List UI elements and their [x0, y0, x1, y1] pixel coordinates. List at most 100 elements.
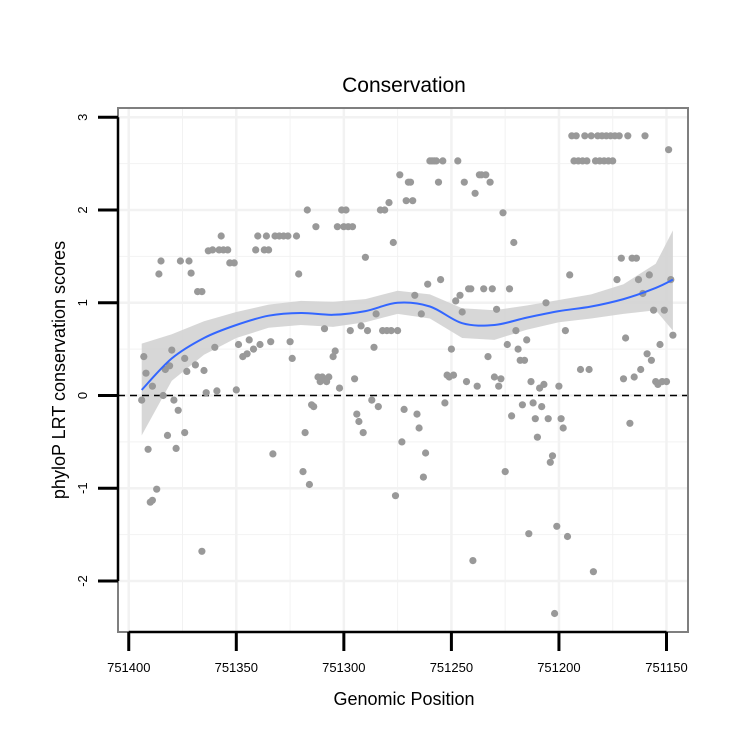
x-tick-label: 751250	[430, 660, 473, 675]
data-point	[462, 378, 471, 386]
data-point	[665, 146, 673, 154]
data-point	[159, 391, 167, 400]
data-point	[419, 473, 427, 481]
data-point	[508, 412, 516, 420]
data-point	[148, 496, 156, 504]
data-point	[303, 206, 311, 214]
data-point	[396, 171, 404, 179]
data-point	[157, 257, 165, 265]
data-point	[424, 280, 432, 288]
data-point	[546, 458, 554, 466]
data-point	[533, 433, 542, 441]
data-point	[587, 132, 595, 140]
data-point	[288, 354, 296, 362]
data-point	[138, 396, 146, 404]
data-point	[301, 429, 309, 437]
data-point	[224, 246, 232, 254]
data-point	[256, 340, 264, 349]
data-point	[617, 254, 625, 262]
data-point	[495, 382, 503, 390]
data-point	[305, 480, 313, 489]
data-point	[292, 232, 301, 240]
data-point	[484, 353, 492, 361]
data-point	[299, 468, 307, 476]
data-point	[619, 375, 628, 383]
data-point	[183, 367, 191, 375]
data-point	[456, 291, 464, 299]
data-point	[415, 424, 423, 432]
x-tick-label: 751300	[322, 660, 365, 675]
x-tick-label: 751150	[645, 660, 687, 675]
data-point	[669, 331, 677, 339]
data-point	[482, 171, 490, 179]
data-point	[630, 373, 638, 381]
data-point	[166, 362, 174, 370]
y-tick-label: -2	[75, 575, 90, 587]
data-point	[243, 350, 251, 358]
data-point	[662, 378, 671, 386]
data-point	[585, 365, 593, 374]
data-point	[583, 157, 591, 165]
data-point	[295, 270, 303, 278]
data-point	[447, 345, 455, 353]
data-point	[185, 257, 193, 265]
data-point	[254, 232, 262, 240]
data-point	[486, 178, 494, 186]
data-point	[387, 327, 395, 335]
data-point	[488, 285, 496, 293]
data-point	[467, 285, 475, 293]
data-point	[647, 356, 656, 364]
smooth-fit-line	[140, 278, 674, 391]
data-point	[512, 327, 520, 335]
data-point	[503, 340, 511, 349]
data-point	[555, 382, 563, 390]
data-point	[559, 424, 567, 432]
data-point	[168, 346, 176, 354]
data-point	[368, 396, 376, 404]
data-point	[163, 431, 172, 439]
data-point	[153, 485, 161, 493]
data-point	[449, 371, 458, 379]
chart-title: Conservation	[342, 74, 466, 97]
data-point	[542, 299, 550, 307]
data-point	[400, 405, 408, 413]
data-point	[357, 322, 365, 330]
y-tick-label: 0	[75, 392, 90, 399]
data-point	[441, 399, 449, 407]
data-point	[660, 306, 668, 314]
data-point	[267, 338, 275, 346]
data-point	[406, 178, 415, 186]
data-point	[518, 401, 527, 409]
data-point	[370, 343, 378, 351]
data-point	[331, 347, 339, 355]
data-point	[191, 361, 199, 369]
data-point	[439, 157, 447, 165]
data-point	[417, 310, 425, 318]
data-point	[155, 270, 163, 278]
data-point	[460, 178, 468, 186]
data-point	[469, 557, 477, 565]
data-point	[213, 387, 221, 395]
data-point	[187, 269, 195, 277]
data-point	[269, 450, 277, 458]
data-point	[286, 338, 294, 346]
x-tick-label: 751350	[215, 660, 258, 675]
data-point	[142, 369, 150, 377]
data-point	[650, 306, 658, 314]
data-point	[501, 468, 509, 476]
data-point	[499, 209, 507, 217]
data-point	[561, 327, 570, 335]
data-point	[249, 345, 258, 353]
data-point	[589, 568, 598, 576]
data-point	[209, 246, 217, 254]
data-point	[493, 305, 501, 313]
data-point	[454, 157, 462, 165]
data-point	[262, 232, 270, 240]
data-point	[284, 232, 292, 240]
data-point	[409, 197, 417, 205]
data-point	[198, 288, 206, 296]
data-point	[144, 445, 152, 453]
data-point	[346, 327, 354, 335]
data-point	[333, 223, 341, 231]
